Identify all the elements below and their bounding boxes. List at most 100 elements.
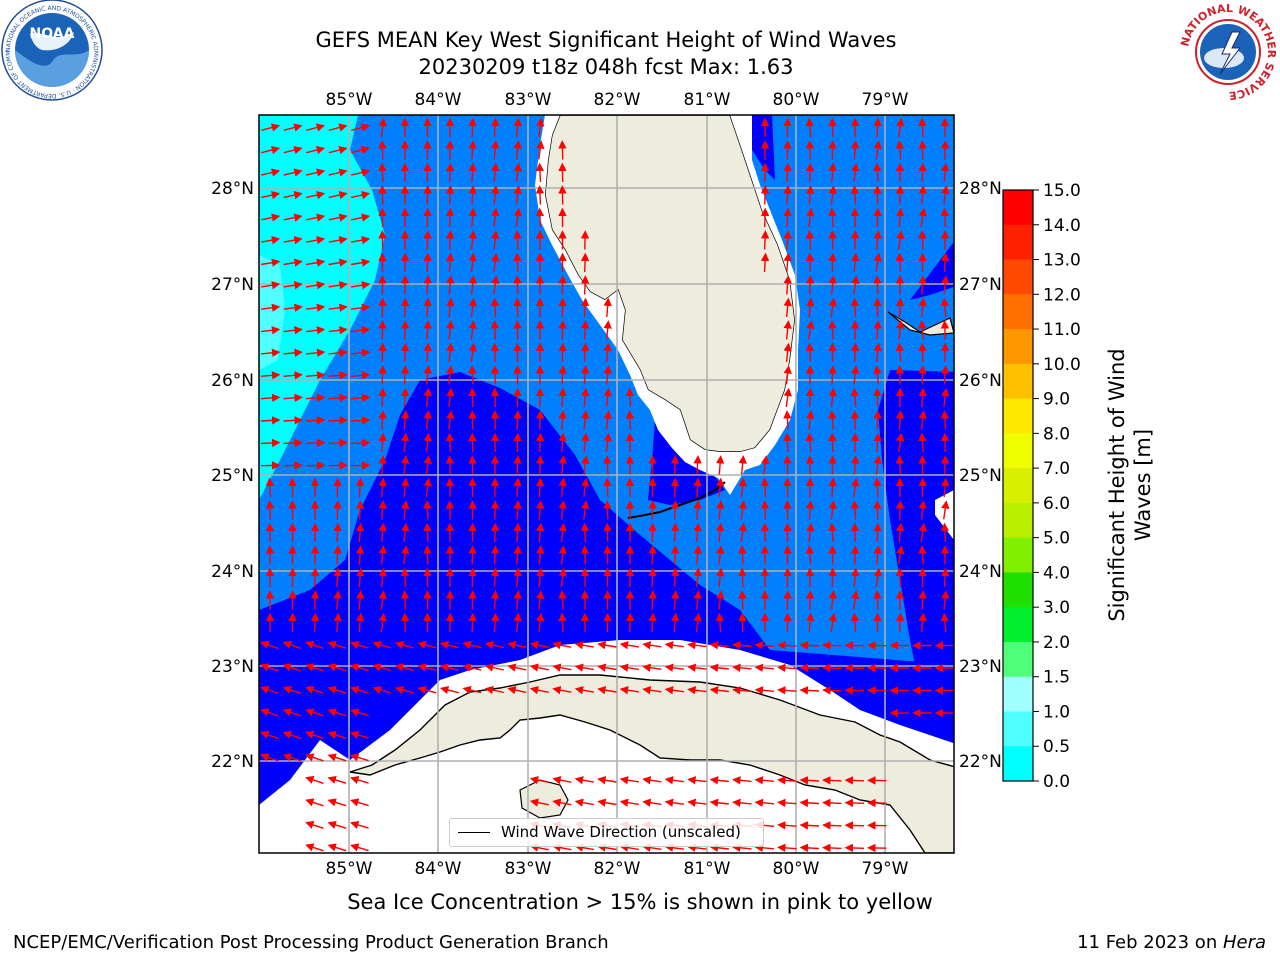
colorbar-segment	[1003, 468, 1033, 504]
wave-direction-arrow	[327, 820, 347, 829]
wave-direction-arrow	[401, 455, 410, 475]
wave-direction-arrow	[445, 297, 455, 318]
wave-direction-arrow	[895, 252, 905, 273]
colorbar-tick-label: 8.0	[1043, 424, 1070, 444]
wave-direction-arrow	[355, 522, 365, 543]
wave-direction-arrow	[350, 685, 369, 694]
wave-direction-arrow	[693, 455, 702, 475]
wave-direction-arrow	[896, 320, 905, 340]
wave-direction-arrow	[333, 545, 342, 565]
wave-direction-arrow	[918, 612, 927, 633]
wave-direction-arrow	[306, 303, 326, 312]
wave-direction-arrow	[805, 230, 815, 250]
wave-direction-arrow	[351, 145, 371, 155]
wave-direction-arrow	[844, 843, 865, 853]
wave-direction-arrow	[777, 776, 797, 785]
wave-direction-arrow	[310, 590, 320, 610]
wave-direction-arrow	[535, 387, 545, 408]
wave-direction-arrow	[305, 753, 324, 762]
lon-label: 84°W	[415, 859, 462, 879]
wave-direction-arrow	[822, 641, 842, 650]
wave-direction-arrow	[445, 432, 455, 453]
wave-direction-arrow	[490, 117, 500, 138]
wave-direction-arrow	[693, 612, 702, 632]
wave-direction-arrow	[850, 342, 860, 363]
wave-direction-arrow	[417, 663, 437, 672]
wave-direction-arrow	[895, 297, 905, 318]
wave-direction-arrow	[417, 640, 437, 650]
lat-label: 22°N	[959, 752, 1002, 772]
colorbar-tick-label: 6.0	[1043, 494, 1070, 514]
wave-direction-arrow	[754, 641, 775, 650]
wave-direction-arrow	[850, 252, 860, 273]
wave-direction-arrow	[423, 387, 432, 408]
wave-direction-arrow	[844, 641, 865, 650]
wave-direction-arrow	[400, 117, 410, 138]
lat-label: 23°N	[959, 657, 1002, 677]
wave-direction-arrow	[664, 686, 684, 695]
wave-direction-arrow	[513, 207, 522, 227]
wave-direction-arrow	[603, 432, 612, 452]
wave-direction-arrow	[552, 686, 572, 695]
wave-direction-arrow	[603, 342, 612, 363]
wave-direction-arrow	[378, 477, 387, 498]
lat-label: 26°N	[959, 371, 1002, 391]
wave-direction-arrow	[783, 320, 792, 340]
wave-direction-arrow	[822, 798, 842, 808]
wave-direction-arrow	[400, 410, 410, 430]
wave-direction-arrow	[619, 641, 640, 650]
footer-host: Hera	[1222, 932, 1266, 953]
wave-direction-arrow	[468, 387, 477, 408]
wave-direction-arrow	[581, 432, 590, 453]
wave-direction-arrow	[468, 365, 477, 385]
wave-direction-arrow	[850, 545, 860, 565]
colorbar-segment	[1003, 537, 1033, 573]
wave-direction-arrow	[372, 640, 392, 649]
lat-label: 28°N	[959, 179, 1002, 199]
lon-label: 83°W	[505, 859, 552, 879]
colorbar-segment	[1003, 607, 1033, 643]
wave-direction-arrow	[445, 162, 455, 183]
colorbar-frame	[1002, 189, 1034, 782]
wave-direction-arrow	[783, 140, 792, 160]
wave-direction-arrow	[260, 663, 279, 672]
wave-direction-arrow	[265, 500, 275, 520]
wave-direction-arrow	[619, 798, 640, 807]
wave-direction-arrow	[513, 117, 522, 138]
wave-direction-arrow	[305, 348, 326, 357]
wave-direction-arrow	[282, 730, 302, 740]
wave-direction-arrow	[351, 190, 371, 200]
wave-direction-arrow	[468, 252, 477, 273]
lon-label: 84°W	[415, 90, 462, 110]
wave-direction-arrow	[828, 612, 837, 633]
wave-direction-arrow	[895, 410, 905, 430]
cuba-land	[349, 674, 954, 853]
wave-direction-arrow	[350, 730, 369, 739]
wave-direction-arrow	[328, 168, 348, 177]
wave-direction-arrow	[394, 685, 414, 695]
colorbar-segment	[1003, 329, 1033, 365]
wave-direction-arrow	[761, 455, 770, 475]
wave-direction-arrow	[873, 387, 882, 408]
wave-direction-arrow	[535, 500, 545, 520]
wave-direction-arrow	[423, 477, 432, 497]
wave-direction-arrow	[828, 252, 837, 273]
wave-direction-arrow	[445, 185, 455, 205]
wave-direction-arrow	[350, 708, 369, 717]
wave-direction-arrow	[423, 230, 432, 250]
wave-direction-arrow	[491, 275, 500, 295]
wave-direction-arrow	[693, 545, 702, 565]
wave-direction-arrow	[378, 162, 387, 183]
colorbar-segment	[1003, 572, 1033, 608]
wave-direction-arrow	[896, 230, 905, 250]
colorbar-segment	[1003, 641, 1033, 678]
wave-direction-arrow	[738, 545, 747, 565]
wave-direction-arrow	[850, 387, 860, 408]
wave-direction-arrow	[715, 455, 725, 475]
wave-direction-arrow	[283, 326, 303, 335]
wave-direction-arrow	[558, 567, 567, 587]
colorbar-tick-label: 9.0	[1043, 390, 1070, 410]
wave-direction-arrow	[327, 685, 347, 694]
wave-direction-arrow	[378, 117, 387, 137]
wave-direction-arrow	[333, 500, 342, 520]
